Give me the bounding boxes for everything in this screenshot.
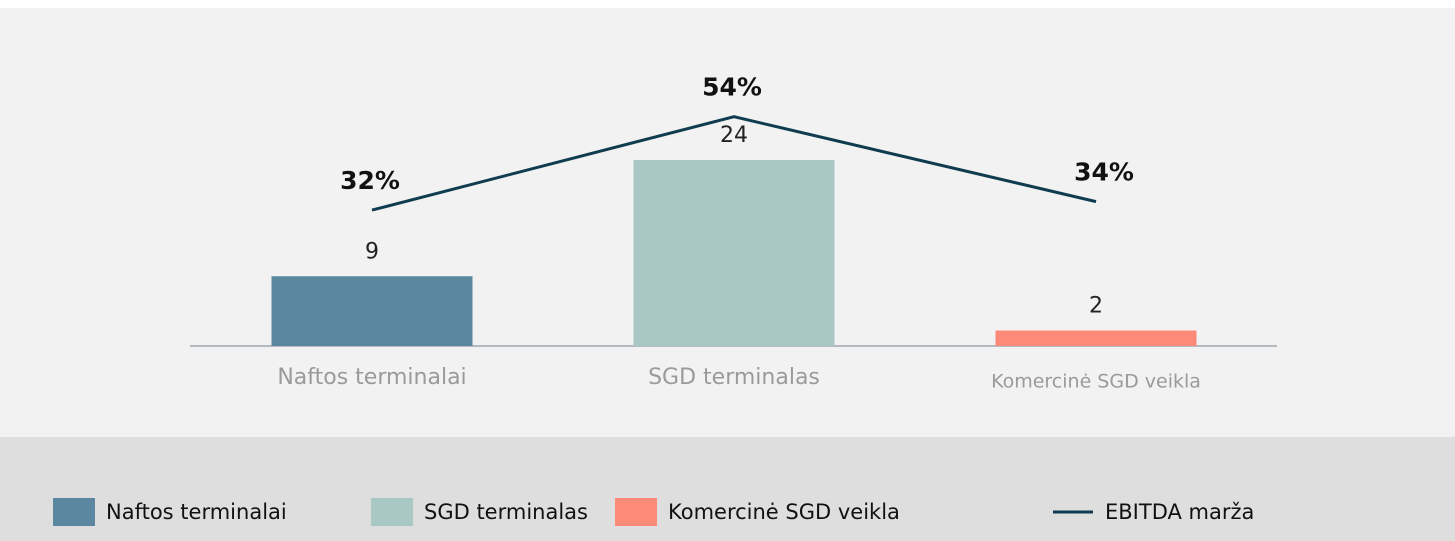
line-value-label: 54% — [702, 73, 762, 102]
legend-label: EBITDA marža — [1105, 500, 1254, 524]
bar — [633, 160, 835, 346]
x-tick-label: Naftos terminalai — [277, 365, 466, 390]
legend-label: Naftos terminalai — [106, 500, 287, 524]
legend-swatch — [371, 498, 413, 526]
bar — [995, 330, 1197, 346]
legend-swatch — [53, 498, 95, 526]
bar-value-label: 24 — [720, 123, 748, 148]
line — [371, 115, 1097, 212]
line-value-label: 32% — [340, 166, 400, 195]
legend-label: Komercinė SGD veikla — [668, 500, 900, 524]
bar — [271, 276, 473, 346]
legend-swatch — [615, 498, 657, 526]
bar-value-label: 9 — [365, 239, 379, 264]
x-tick-label: SGD terminalas — [648, 365, 820, 390]
line-value-label: 34% — [1074, 158, 1134, 187]
x-tick-label: Komercinė SGD veikla — [991, 371, 1201, 393]
bar-value-label: 2 — [1089, 294, 1103, 319]
legend-label: SGD terminalas — [424, 500, 588, 524]
legend-background — [0, 437, 1455, 541]
